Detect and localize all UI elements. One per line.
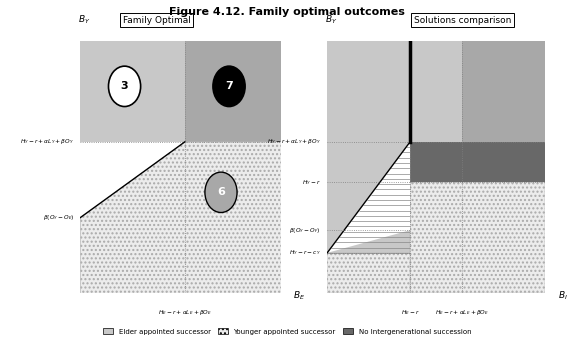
Circle shape bbox=[108, 66, 141, 106]
Text: Family Optimal: Family Optimal bbox=[123, 16, 191, 25]
Text: $H_Y - r + \alpha L_Y + \beta O_Y$: $H_Y - r + \alpha L_Y + \beta O_Y$ bbox=[266, 137, 321, 146]
Polygon shape bbox=[327, 142, 410, 253]
Polygon shape bbox=[80, 142, 281, 293]
Text: $H_Y - r$: $H_Y - r$ bbox=[301, 178, 321, 187]
Text: 7: 7 bbox=[225, 81, 233, 91]
Legend: Elder appointed successor, Younger appointed successor, No Intergenerational suc: Elder appointed successor, Younger appoi… bbox=[100, 326, 474, 338]
Text: $B_E$: $B_E$ bbox=[293, 290, 305, 302]
Text: $H_Y - r + \alpha L_Y + \beta O_Y$: $H_Y - r + \alpha L_Y + \beta O_Y$ bbox=[20, 137, 75, 146]
Polygon shape bbox=[80, 142, 185, 293]
Text: 3: 3 bbox=[121, 81, 129, 91]
Text: $\beta(O_Y - O_F)$: $\beta(O_Y - O_F)$ bbox=[289, 226, 321, 235]
Text: $B_Y$: $B_Y$ bbox=[325, 13, 338, 26]
Text: $H_E - r$: $H_E - r$ bbox=[401, 308, 420, 317]
Bar bbox=[327, 41, 410, 293]
Bar bbox=[410, 41, 463, 142]
Bar bbox=[80, 41, 185, 142]
Bar bbox=[410, 142, 545, 182]
Bar bbox=[185, 41, 281, 142]
Circle shape bbox=[213, 66, 245, 106]
Circle shape bbox=[205, 172, 237, 212]
Text: 6: 6 bbox=[217, 187, 225, 197]
Text: $B_Y$: $B_Y$ bbox=[78, 13, 91, 26]
Text: $H_Y - r - c_Y$: $H_Y - r - c_Y$ bbox=[289, 249, 321, 257]
Bar bbox=[463, 41, 545, 142]
Bar bbox=[327, 253, 410, 293]
Text: $\beta(O_Y - O_E)$: $\beta(O_Y - O_E)$ bbox=[42, 213, 75, 222]
Text: Figure 4.12. Family optimal outcomes: Figure 4.12. Family optimal outcomes bbox=[169, 7, 405, 17]
Text: $H_E - r + \alpha L_E + \beta O_E$: $H_E - r + \alpha L_E + \beta O_E$ bbox=[158, 308, 212, 317]
Text: $H_E - r + \alpha L_E + \beta O_E$: $H_E - r + \alpha L_E + \beta O_E$ bbox=[435, 308, 490, 317]
Text: $B_I$: $B_I$ bbox=[559, 290, 568, 302]
Bar bbox=[410, 182, 545, 293]
Text: Solutions comparison: Solutions comparison bbox=[414, 16, 511, 25]
